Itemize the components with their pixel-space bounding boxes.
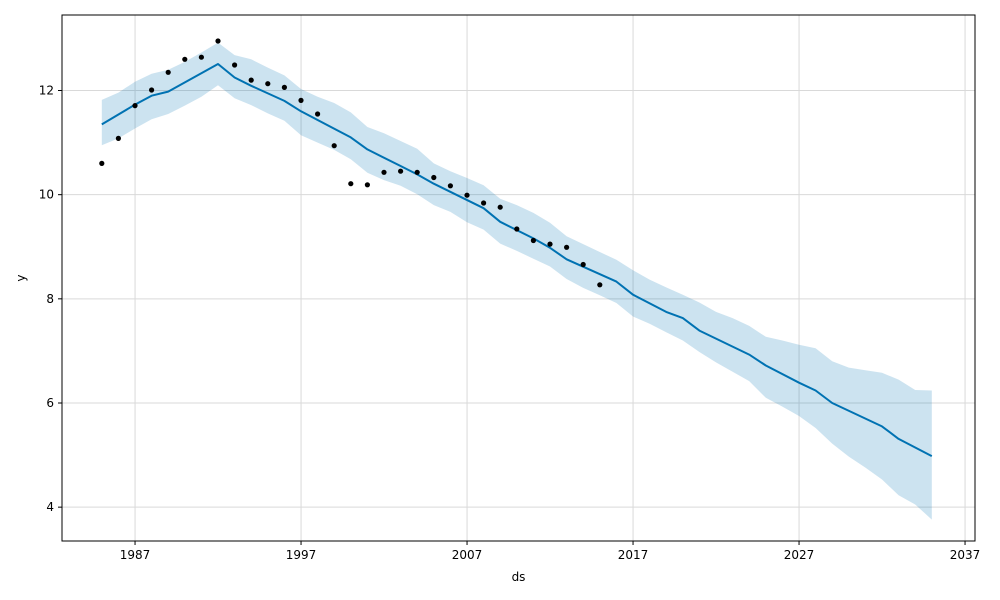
uncertainty-interval-layer xyxy=(101,42,932,520)
y-tick-label: 10 xyxy=(39,188,54,202)
observed-point xyxy=(281,84,287,90)
x-tick-label: 1987 xyxy=(120,548,151,562)
y-tick-label: 8 xyxy=(46,292,54,306)
gridlines xyxy=(62,15,975,541)
observed-point xyxy=(348,181,354,187)
y-axis-label: y xyxy=(14,274,28,281)
observed-point xyxy=(364,182,370,188)
observed-point xyxy=(198,54,204,60)
observed-point xyxy=(497,204,503,210)
observed-point xyxy=(315,111,321,117)
observed-point xyxy=(99,160,105,166)
y-tick-label: 6 xyxy=(46,396,54,410)
observed-point xyxy=(398,168,404,174)
y-axis-ticks: 4 6 8 10 12 xyxy=(39,84,62,514)
observed-point xyxy=(149,87,155,93)
observed-point xyxy=(132,103,138,109)
observed-point xyxy=(165,69,171,75)
observed-point xyxy=(464,192,470,198)
observed-point xyxy=(580,261,586,268)
observed-points-layer xyxy=(99,38,603,288)
observed-point xyxy=(447,183,453,189)
observed-point xyxy=(248,77,254,83)
observed-point xyxy=(597,282,603,288)
observed-point xyxy=(265,81,271,87)
plot-area-frame xyxy=(61,14,976,542)
observed-point xyxy=(547,241,553,247)
x-tick-label: 2017 xyxy=(618,548,649,562)
observed-point xyxy=(182,56,188,62)
x-tick-label: 1997 xyxy=(286,548,317,562)
y-tick-label: 12 xyxy=(39,84,54,98)
observed-point xyxy=(414,169,420,175)
observed-point xyxy=(115,135,121,141)
observed-point xyxy=(514,226,520,232)
y-tick-label: 4 xyxy=(46,500,54,514)
x-axis-ticks: 1987 1997 2007 2017 2027 2037 xyxy=(120,541,981,562)
observed-point xyxy=(298,97,304,103)
uncertainty-interval xyxy=(101,42,932,520)
x-tick-label: 2007 xyxy=(452,548,483,562)
observed-point xyxy=(481,200,487,206)
observed-point xyxy=(431,174,437,181)
observed-point xyxy=(530,237,537,244)
observed-point xyxy=(381,169,387,175)
x-tick-label: 2027 xyxy=(784,548,815,562)
observed-point xyxy=(564,244,570,250)
observed-point xyxy=(232,62,238,68)
observed-point xyxy=(215,38,221,44)
observed-point xyxy=(331,143,337,149)
x-axis-label: ds xyxy=(512,570,526,584)
x-tick-label: 2037 xyxy=(950,548,981,562)
